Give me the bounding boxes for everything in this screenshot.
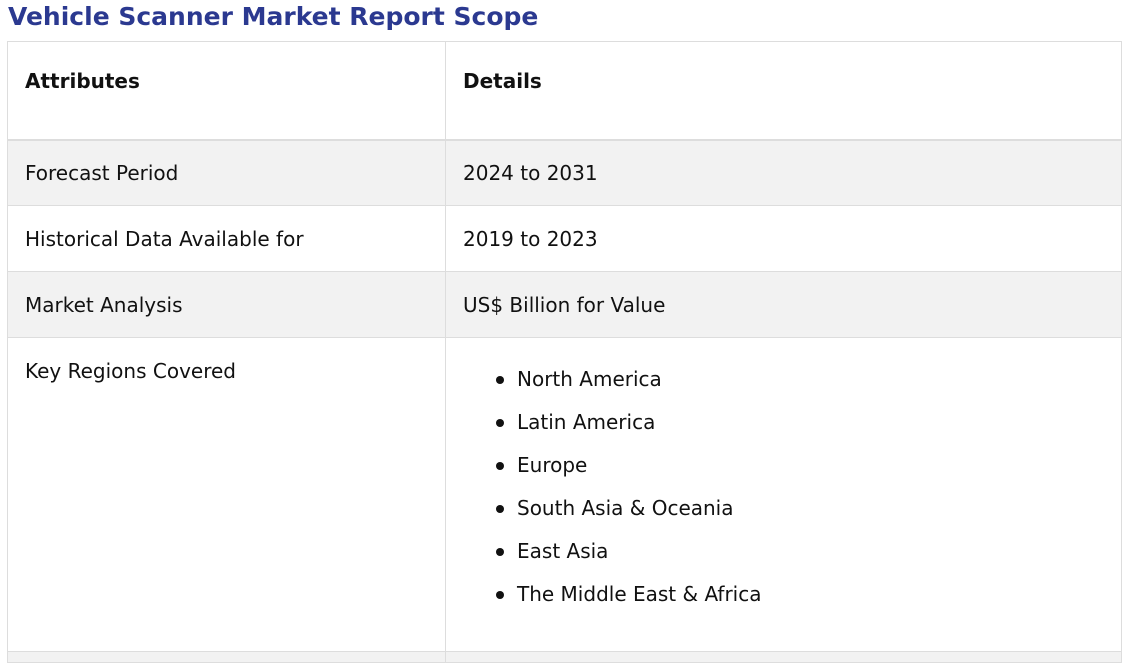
attribute-cell: Key Regions Covered [7,337,446,652]
region-list-item: East Asia [496,530,1104,573]
region-list-item: Europe [496,444,1104,487]
table-row: Forecast Period 2024 to 2031 [7,139,1122,206]
attribute-cell: Historical Data Available for [7,205,446,272]
region-list-item: South Asia & Oceania [496,487,1104,530]
regions-detail-cell: North America Latin America Europe South… [445,337,1122,652]
table-row: Historical Data Available for 2019 to 20… [7,205,1122,272]
table-row: Market Analysis US$ Billion for Value [7,271,1122,338]
region-list-item: Latin America [496,401,1104,444]
regions-list: North America Latin America Europe South… [463,358,1104,616]
attributes-column-header: Attributes [7,41,446,141]
page-title: Vehicle Scanner Market Report Scope [8,2,539,31]
attribute-cell: Forecast Period [7,139,446,206]
attribute-cell [7,651,446,663]
detail-cell: 2024 to 2031 [445,139,1122,206]
table-row-partial [7,651,1122,663]
detail-cell: US$ Billion for Value [445,271,1122,338]
detail-cell [445,651,1122,663]
attribute-cell: Market Analysis [7,271,446,338]
region-list-item: The Middle East & Africa [496,573,1104,616]
table-header-row: Attributes Details [7,41,1122,141]
table-row-regions: Key Regions Covered North America Latin … [7,337,1122,652]
detail-cell: 2019 to 2023 [445,205,1122,272]
region-list-item: North America [496,358,1104,401]
report-scope-table: Attributes Details Forecast Period 2024 … [7,41,1122,663]
details-column-header: Details [445,41,1122,141]
